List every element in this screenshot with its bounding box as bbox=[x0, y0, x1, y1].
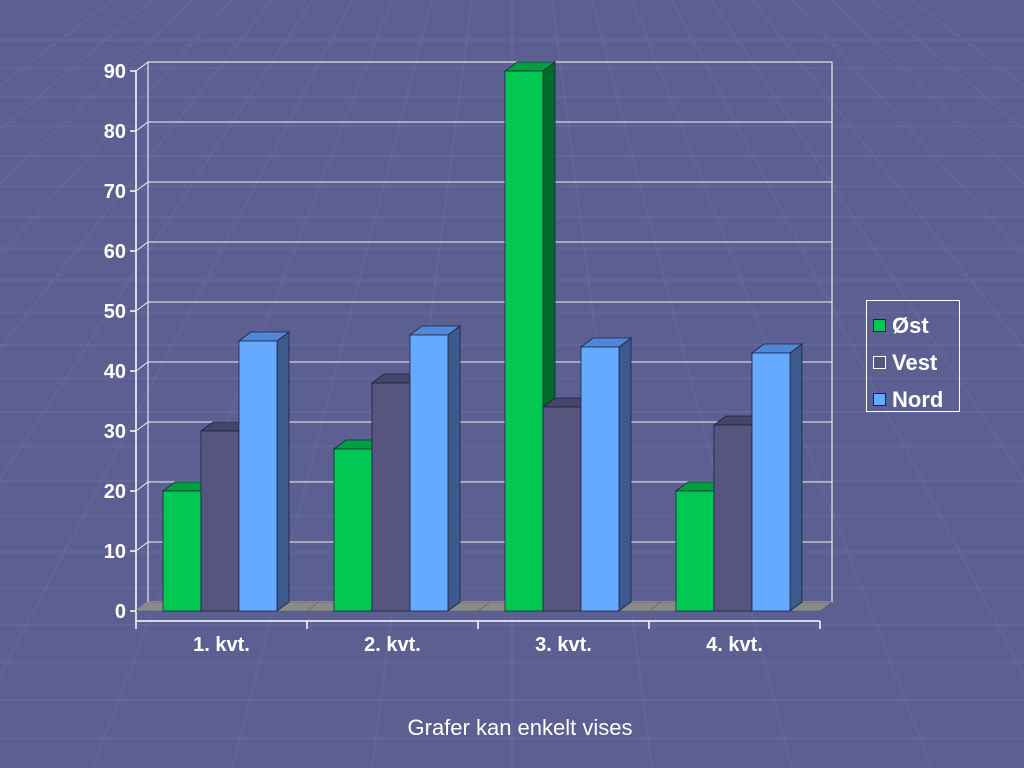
gridline-70 bbox=[135, 181, 832, 192]
y-tick-label: 90 bbox=[104, 61, 126, 83]
bar-0-2 bbox=[503, 61, 557, 612]
bar-2-0 bbox=[237, 331, 291, 612]
legend-swatch-vest bbox=[873, 356, 886, 369]
bar-2-2 bbox=[579, 337, 633, 612]
legend-swatch-nord bbox=[873, 393, 886, 406]
x-tick-label: 2. kvt. bbox=[364, 634, 421, 656]
bars bbox=[135, 61, 833, 612]
legend-item-nord: Nord bbox=[873, 381, 959, 418]
legend-label-vest: Vest bbox=[892, 349, 938, 375]
y-tick-label: 20 bbox=[104, 481, 126, 503]
x-tick-label: 4. kvt. bbox=[706, 634, 763, 656]
y-tick-label: 0 bbox=[115, 601, 126, 623]
gridline-90 bbox=[135, 61, 832, 72]
legend-item-vest: Vest bbox=[873, 344, 959, 381]
y-tick-label: 70 bbox=[104, 181, 126, 203]
x-tick-label: 1. kvt. bbox=[193, 634, 250, 656]
legend-item-ost: Øst bbox=[873, 307, 959, 344]
bar-2-1 bbox=[408, 325, 462, 612]
legend: Øst Vest Nord bbox=[866, 300, 960, 412]
y-tick-label: 50 bbox=[104, 301, 126, 323]
gridline-60 bbox=[135, 241, 832, 252]
slide-caption: Grafer kan enkelt vises bbox=[407, 715, 633, 740]
y-tick-label: 30 bbox=[104, 421, 126, 443]
y-tick-label: 10 bbox=[104, 541, 126, 563]
y-tick-label: 40 bbox=[104, 361, 126, 383]
bar-2-3 bbox=[750, 343, 804, 612]
legend-label-nord: Nord bbox=[892, 386, 944, 412]
y-tick-label: 80 bbox=[104, 121, 126, 143]
legend-label-ost: Øst bbox=[892, 312, 929, 338]
axes bbox=[130, 70, 821, 629]
gridline-50 bbox=[135, 301, 832, 312]
gridline-80 bbox=[135, 121, 832, 132]
legend-swatch-ost bbox=[873, 319, 886, 332]
y-tick-label: 60 bbox=[104, 241, 126, 263]
x-tick-label: 3. kvt. bbox=[535, 634, 592, 656]
y-tick-labels: 0 10 20 30 40 50 60 70 80 90 bbox=[104, 61, 126, 623]
x-tick-labels: 1. kvt. 2. kvt. 3. kvt. 4. kvt. bbox=[193, 634, 763, 656]
